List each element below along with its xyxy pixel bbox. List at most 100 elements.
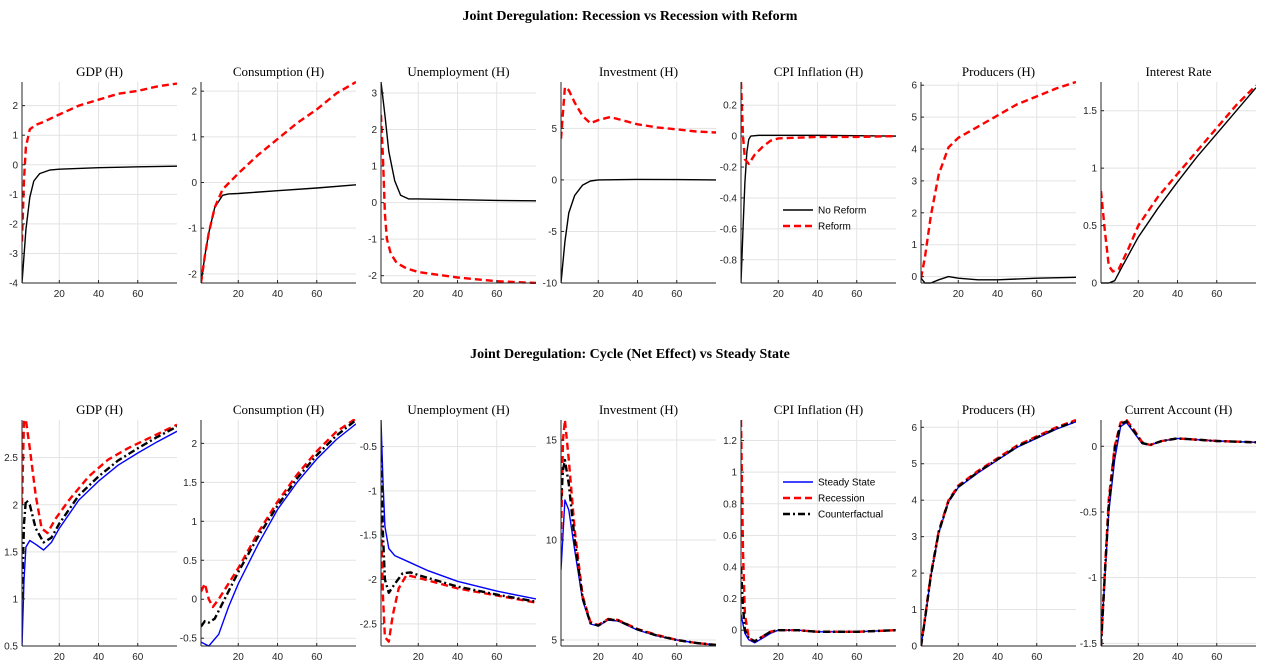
panel-11-xtick-label-0: 20 [773,652,785,663]
panel-11: 20 40 60 0 0.2 0.4 0.6 0.8 1 1.2 CPI Inflation (H)… [723,402,896,663]
panel-11-ytick-label-0: 0 [731,626,737,637]
panel-12: 20 40 60 0 1 2 3 4 5 6 Producers (H) [911,402,1076,663]
panel-9-ytick-label-3: -1 [368,486,377,497]
panel-10: 20 40 60 5 10 15 Investment (H) [546,402,716,663]
panel-5-series-no-reform [921,275,1076,284]
panel-13-series-counterfactual [1101,420,1256,647]
panel-7-xtick-label-0: 20 [54,652,66,663]
panel-12-xtick-label-2: 60 [1031,652,1043,663]
panel-0-ytick-label-6: 2 [12,101,18,112]
panel-6-series-reform [1101,84,1256,273]
panel-13-series-steady-state [1101,421,1256,644]
panel-6-xtick-label-0: 20 [1133,289,1145,300]
panel-9-xtick-label-1: 40 [452,652,464,663]
panel-1-series-reform [201,81,356,284]
panel-1-ytick-label-4: 2 [191,87,197,98]
panel-6-title: Interest Rate [1145,64,1211,79]
panel-8-series-counterfactual [201,419,356,628]
panel-1-title: Consumption (H) [233,64,324,79]
panel-0: 20 40 60 -4 -3 -2 -1 0 1 2 GDP (H) [9,64,177,300]
panel-11-legend-label-0: Steady State [818,478,876,489]
panel-13-xtick-label-2: 60 [1211,652,1223,663]
panel-10-ytick-label-0: 5 [551,636,557,647]
panel-11-ytick-label-5: 1 [731,468,737,479]
panel-5-ytick-label-5: 5 [911,113,917,124]
panel-11-ytick-label-1: 0.2 [723,594,737,605]
panel-6-ytick-label-2: 1 [1091,164,1097,175]
panel-6: 20 40 60 0 0.5 1 1.5 Interest Rate [1083,64,1256,300]
panel-8-xtick-label-1: 40 [272,652,284,663]
panel-12-ytick-label-0: 0 [911,642,917,653]
panel-9-series-recession [381,517,536,643]
panel-11-title: CPI Inflation (H) [774,402,864,417]
panel-10-ytick-label-1: 10 [546,536,558,547]
panel-10-xtick-label-1: 40 [632,652,644,663]
panel-2-ytick-label-4: 2 [371,125,377,136]
panel-10-xtick-label-0: 20 [593,652,605,663]
panel-5-xtick-label-2: 60 [1031,289,1043,300]
panel-9-ytick-label-1: -2 [368,575,377,586]
panel-3-ytick-label-2: 0 [551,175,557,186]
panel-8-ytick-label-0: -0.5 [180,634,198,645]
panel-3-title: Investment (H) [599,64,678,79]
panel-4-ytick-label-1: -0.6 [720,224,738,235]
panel-8-ytick-label-3: 1 [191,517,197,528]
panel-11-ytick-label-4: 0.8 [723,499,737,510]
panel-7-ytick-label-4: 2.5 [4,453,18,464]
panel-6-ytick-label-0: 0 [1091,279,1097,290]
panel-13-ytick-label-3: 0 [1091,442,1097,453]
panel-0-title: GDP (H) [76,64,123,79]
panel-11-series-recession [741,419,896,643]
panel-1-ytick-label-3: 1 [191,132,197,143]
panel-1-ytick-label-0: -2 [188,269,197,280]
panel-4-ytick-label-0: -0.8 [720,255,738,266]
panel-2-ytick-label-5: 3 [371,88,377,99]
panel-2-ytick-label-2: 0 [371,198,377,209]
panel-5: 20 40 60 0 1 2 3 4 5 6 Producers (H) [911,64,1076,300]
panel-6-ytick-label-3: 1.5 [1083,106,1097,117]
panel-12-title: Producers (H) [962,402,1035,417]
panel-2-xtick-label-2: 60 [491,289,503,300]
panel-11-legend-label-2: Counterfactual [818,510,883,521]
panel-12-xtick-label-1: 40 [992,652,1004,663]
panel-13-ytick-label-0: -1.5 [1080,639,1098,650]
panel-11-xtick-label-1: 40 [812,652,824,663]
panel-1-xtick-label-0: 20 [233,289,245,300]
panel-4-legend-label-0: No Reform [818,206,866,217]
panel-0-ytick-label-4: 0 [12,160,18,171]
panel-5-xtick-label-1: 40 [992,289,1004,300]
panel-9-ytick-label-4: -0.5 [360,442,378,453]
panel-7-title: GDP (H) [76,402,123,417]
panel-3-xtick-label-0: 20 [593,289,605,300]
panel-9: 20 40 60 -2.5 -2 -1.5 -1 -0.5 Unemployment (H) [360,402,536,663]
panel-6-xtick-label-1: 40 [1172,289,1184,300]
panel-7: 20 40 60 0.5 1 1.5 2 2.5 GDP (H) [4,402,177,663]
panel-2-ytick-label-0: -2 [368,271,377,282]
panel-3-ytick-label-0: -10 [543,279,558,290]
panel-9-ytick-label-0: -2.5 [360,619,378,630]
panel-1-ytick-label-1: -1 [188,224,197,235]
panel-4-title: CPI Inflation (H) [774,64,864,79]
panel-7-ytick-label-0: 0.5 [4,642,18,653]
panel-9-xtick-label-0: 20 [413,652,425,663]
panel-9-ytick-label-2: -1.5 [360,531,378,542]
panel-0-ytick-label-2: -2 [9,219,18,230]
section-title-top: Joint Deregulation: Recession vs Recessi… [463,9,798,24]
panel-2-series-reform [381,114,536,284]
panel-2-xtick-label-0: 20 [413,289,425,300]
panel-0-series-reform [22,82,177,242]
panel-5-ytick-label-4: 4 [911,145,917,156]
panel-7-ytick-label-2: 1.5 [4,547,18,558]
panel-5-title: Producers (H) [962,64,1035,79]
panel-8-ytick-label-5: 2 [191,439,197,450]
panel-1: 20 40 60 -2 -1 0 1 2 Consumption (H) [188,64,356,300]
panel-4-ytick-label-4: 0 [731,132,737,143]
panel-12-series-steady-state [921,421,1076,647]
panel-13-xtick-label-1: 40 [1172,652,1184,663]
panel-8: 20 40 60 -0.5 0 0.5 1 1.5 2 Consumption (H) [180,402,356,663]
panel-10-series-steady-state [561,499,716,646]
panel-3-xtick-label-2: 60 [671,289,683,300]
panel-12-ytick-label-4: 4 [911,496,917,507]
